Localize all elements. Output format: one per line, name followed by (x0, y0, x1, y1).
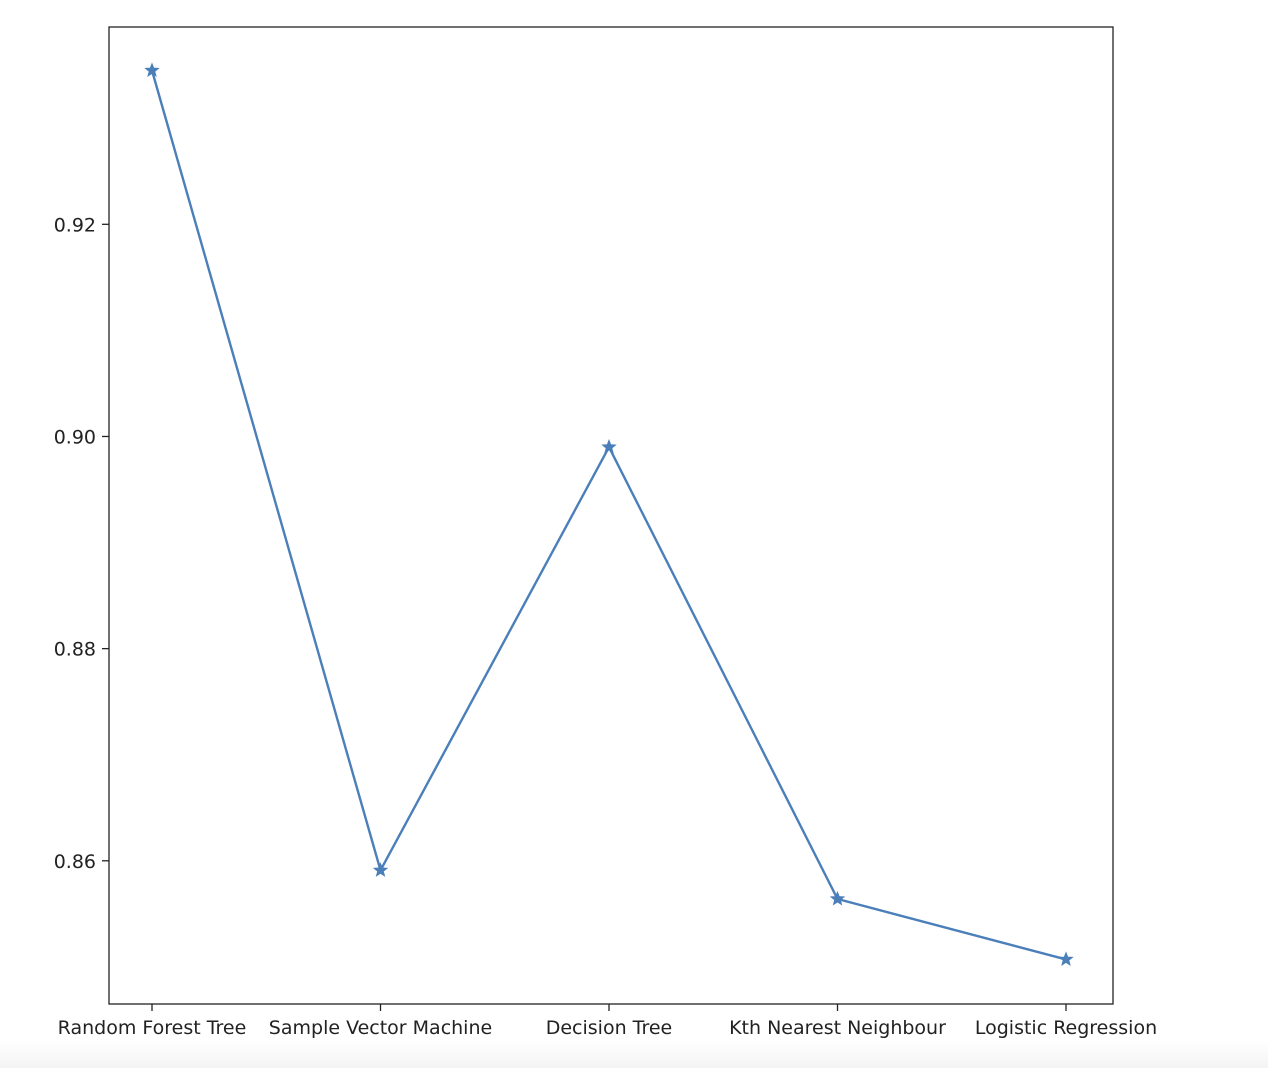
y-tick-label: 0.88 (54, 639, 96, 661)
x-tick-label: Sample Vector Machine (269, 1017, 492, 1039)
data-point-star (144, 62, 160, 78)
data-point-star (829, 890, 846, 906)
y-tick-label: 0.90 (54, 426, 96, 448)
x-tick-label: Logistic Regression (975, 1017, 1157, 1039)
data-point-star (1058, 951, 1074, 967)
series-layer (144, 62, 1074, 967)
x-tick-label: Decision Tree (546, 1017, 673, 1039)
x-tick-label: Kth Nearest Neighbour (729, 1017, 946, 1039)
y-axis: 0.86 0.88 0.90 0.92 (54, 214, 109, 873)
plot-frame (108, 26, 1114, 1005)
data-point-star (372, 862, 389, 877)
y-tick-label: 0.86 (54, 851, 96, 873)
page-bottom-strip (0, 1040, 1268, 1068)
x-tick-label: Random Forest Tree (58, 1017, 247, 1039)
y-tick-label: 0.92 (54, 214, 96, 236)
data-point-star (601, 438, 617, 454)
series-line (150, 70, 1067, 961)
x-axis: Random Forest Tree Sample Vector Machine D… (58, 1004, 1157, 1039)
